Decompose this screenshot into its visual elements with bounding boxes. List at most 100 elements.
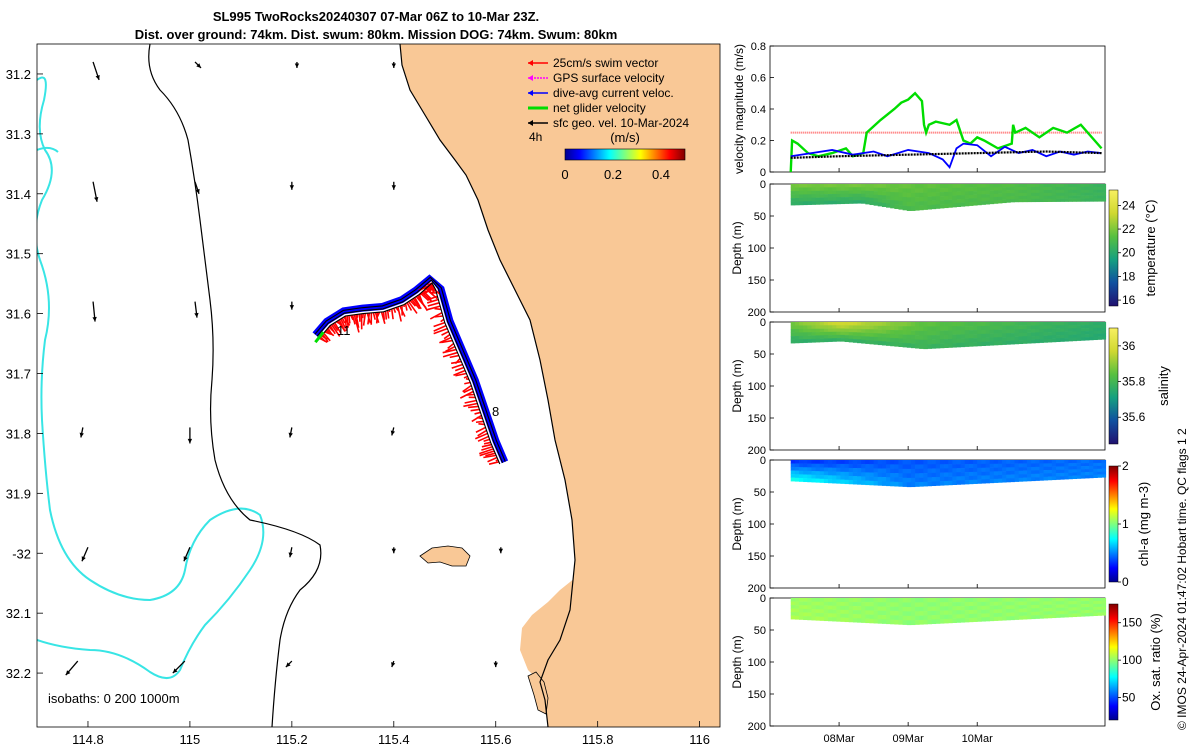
chla-cell xyxy=(1089,465,1094,470)
net-velocity-line xyxy=(789,91,1103,173)
chla-cell xyxy=(952,468,957,473)
chla-cell xyxy=(1072,463,1078,467)
salinity-cell xyxy=(927,339,933,345)
chla-cell xyxy=(1084,469,1090,473)
salinity-cell xyxy=(881,341,887,346)
temperature-cell xyxy=(807,187,812,192)
salinity-cell xyxy=(927,326,933,332)
chla-cell xyxy=(1035,473,1040,478)
salinity-cell xyxy=(948,326,953,331)
chla-cell xyxy=(898,482,904,487)
temperature-cell xyxy=(1068,198,1073,202)
oxygen-cell xyxy=(1068,601,1073,605)
chla-cell xyxy=(1018,467,1024,471)
oxygen-cell xyxy=(869,618,875,624)
temperature-cell xyxy=(902,188,908,193)
salinity-cell xyxy=(1055,338,1061,343)
salinity-cell xyxy=(861,322,866,326)
temperature-cell xyxy=(939,204,945,209)
oxygen-ytick-label: 100 xyxy=(748,657,766,669)
salinity-cell xyxy=(939,322,945,327)
isobath-coast-cyan xyxy=(37,146,59,153)
oxygen-cell xyxy=(1006,609,1011,613)
temperature-cell xyxy=(803,201,808,206)
chla-cell xyxy=(819,463,825,468)
chla-cell xyxy=(1097,460,1102,464)
chla-cell xyxy=(1035,466,1040,471)
oxygen-cell xyxy=(906,615,912,621)
chla-ytick-label: 200 xyxy=(748,583,766,595)
temperature-cell xyxy=(807,190,812,195)
oxygen-cell xyxy=(964,618,970,623)
swim-vector xyxy=(476,416,483,420)
temperature-cell xyxy=(1031,198,1036,203)
chla-cell xyxy=(1089,462,1094,467)
oxygen-cell xyxy=(836,598,841,603)
oxygen-cell xyxy=(881,606,887,612)
current-vector-head xyxy=(92,316,97,322)
temperature-cell xyxy=(894,184,899,189)
chla-cell xyxy=(1080,469,1086,473)
salinity-cell xyxy=(1039,328,1044,333)
salinity-cell xyxy=(952,330,957,335)
salinity-cell xyxy=(1002,329,1007,334)
chla-cell xyxy=(944,464,949,469)
dive-avg-velocity-line xyxy=(790,142,1102,170)
salinity-cell xyxy=(811,338,816,343)
oxygen-cell xyxy=(1080,598,1086,602)
chla-ytick-label: 100 xyxy=(748,519,766,531)
glider-track xyxy=(312,274,509,465)
chla-cell xyxy=(877,468,883,473)
chla-cell xyxy=(968,467,974,473)
temperature-cell xyxy=(1101,192,1107,196)
salinity-cell xyxy=(794,335,800,340)
chla-cell xyxy=(898,473,904,478)
chla-cell xyxy=(1039,466,1044,471)
oxygen-cell xyxy=(803,598,808,602)
salinity-cell xyxy=(1014,332,1020,337)
oxygen-cell xyxy=(877,606,883,611)
temperature-cell xyxy=(910,197,916,203)
salinity-cell xyxy=(1010,329,1015,334)
salinity-cell xyxy=(1093,330,1098,335)
salinity-cell xyxy=(960,342,966,348)
temperature-cell xyxy=(823,190,829,195)
oxygen-cell xyxy=(1022,601,1028,606)
temperature-cell xyxy=(873,201,879,206)
oxygen-cell xyxy=(886,602,891,607)
oxygen-cell xyxy=(1064,598,1069,602)
chla-cell xyxy=(815,463,821,468)
chla-cell xyxy=(894,460,899,465)
salinity-cell xyxy=(852,339,858,343)
salinity-cell xyxy=(1035,335,1040,340)
chla-cell xyxy=(985,460,991,465)
oxygen-cell xyxy=(1076,601,1082,605)
oxygen-cell xyxy=(1101,609,1107,613)
chla-cell xyxy=(1093,468,1098,473)
temperature-cell xyxy=(848,187,854,191)
oxygen-cell xyxy=(915,620,920,625)
temperature-cell xyxy=(823,197,829,202)
oxygen-cell xyxy=(956,606,962,611)
oxygen-cell xyxy=(985,617,991,622)
chla-cell xyxy=(881,464,887,469)
temperature-cell xyxy=(1101,198,1107,202)
temperature-cell xyxy=(1080,195,1086,199)
oxygen-cell xyxy=(819,605,825,610)
chla-cell xyxy=(997,471,1003,476)
salinity-cell xyxy=(919,344,924,349)
oxygen-cell xyxy=(790,598,796,602)
oxygen-cell xyxy=(1072,598,1078,602)
oxygen-cell xyxy=(1084,604,1090,608)
salinity-cell xyxy=(964,322,970,327)
temperature-cell xyxy=(915,205,920,211)
temperature-cell xyxy=(977,201,982,206)
temperature-cell xyxy=(1072,195,1078,199)
salinity-cell xyxy=(993,337,999,342)
chla-cell xyxy=(948,480,953,486)
oxygen-cell xyxy=(794,615,800,620)
chla-cell xyxy=(1064,460,1069,464)
time-tick-label: 09Mar xyxy=(893,733,925,745)
chla-cell xyxy=(857,460,862,465)
temperature-cell xyxy=(848,197,854,201)
